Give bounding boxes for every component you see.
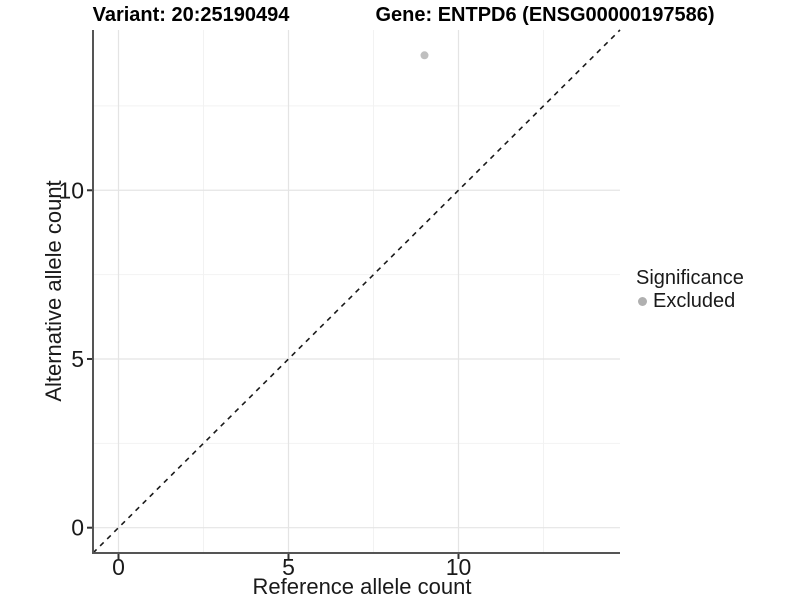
y-tick-label: 0 [71, 515, 84, 541]
x-axis-title: Reference allele count [252, 574, 472, 599]
y-tick-label: 5 [71, 346, 84, 372]
gene-title: Gene: ENTPD6 (ENSG00000197586) [375, 4, 715, 26]
x-tick-label: 0 [112, 554, 125, 580]
legend-item-excluded: Excluded [638, 290, 744, 312]
identity-line [92, 29, 621, 554]
excluded-point-icon [638, 296, 647, 306]
y-tick-label: 10 [58, 177, 84, 203]
y-axis-title: Alternative allele count [41, 180, 66, 402]
legend: Significance Excluded [636, 266, 744, 312]
legend-title: Significance [636, 267, 744, 289]
variant-title: Variant: 20:25190494 [92, 4, 290, 26]
x-tick-label: 10 [446, 554, 472, 580]
legend-item-label: Excluded [653, 290, 736, 312]
x-tick-label: 5 [282, 554, 295, 580]
data-point [420, 51, 429, 60]
